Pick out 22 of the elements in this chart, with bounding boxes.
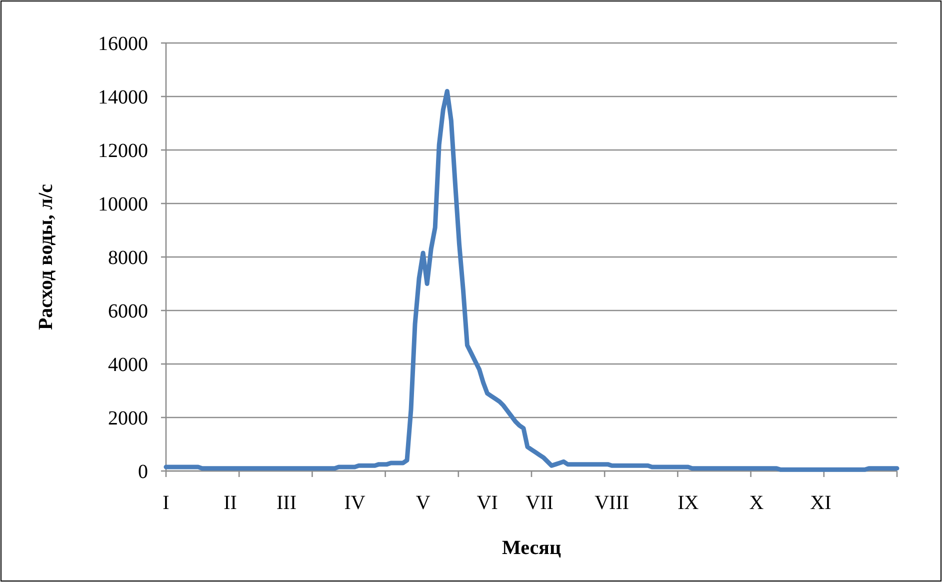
y-tick-label: 14000 xyxy=(98,86,148,108)
x-tick-label: IX xyxy=(678,492,700,514)
x-tick-label: I xyxy=(162,492,170,514)
x-tick-label: VIII xyxy=(594,492,630,514)
x-tick-label: X xyxy=(749,492,764,514)
x-tick-label: VI xyxy=(476,492,498,514)
y-tick-label: 12000 xyxy=(98,140,148,162)
y-tick-label: 0 xyxy=(138,461,148,483)
y-tick-label: 4000 xyxy=(108,354,148,376)
x-tick-label: IV xyxy=(344,492,366,514)
y-tick-label: 10000 xyxy=(98,194,148,216)
y-tick-label: 16000 xyxy=(98,33,148,55)
y-axis-title: Расход воды, л/с xyxy=(35,184,57,330)
y-tick-label: 6000 xyxy=(108,300,148,322)
x-tick-label: III xyxy=(276,492,296,514)
y-tick-label: 2000 xyxy=(108,408,148,430)
x-tick-label: VII xyxy=(526,492,554,514)
x-tick-label: II xyxy=(224,492,237,514)
x-tick-label: V xyxy=(416,492,431,514)
x-tick-label: XI xyxy=(810,492,832,514)
y-tick-label: 8000 xyxy=(108,247,148,269)
x-axis-title: Месяц xyxy=(502,537,562,559)
